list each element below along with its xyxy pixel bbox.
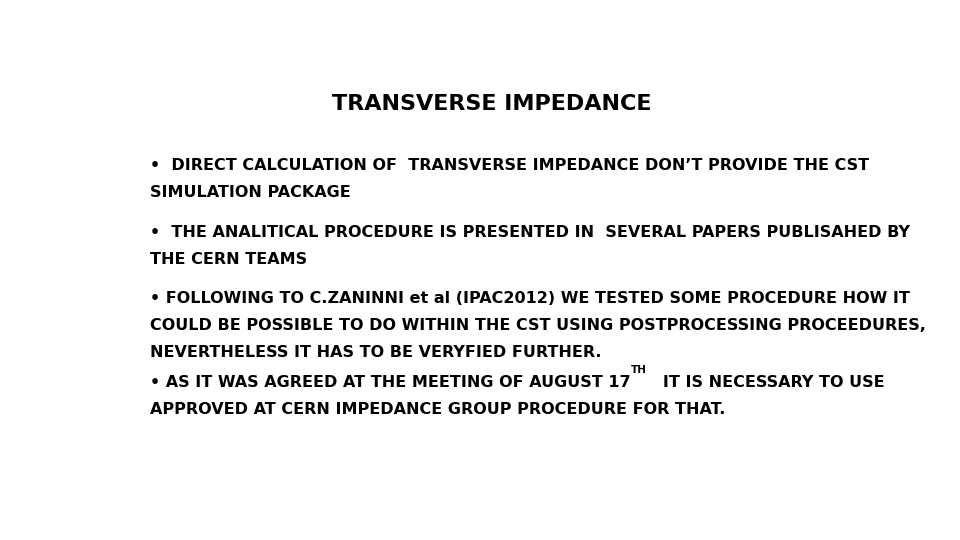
Text: •  DIRECT CALCULATION OF  TRANSVERSE IMPEDANCE DON’T PROVIDE THE CST: • DIRECT CALCULATION OF TRANSVERSE IMPED… [150,158,869,173]
Text: •  THE ANALITICAL PROCEDURE IS PRESENTED IN  SEVERAL PAPERS PUBLISAHED BY: • THE ANALITICAL PROCEDURE IS PRESENTED … [150,225,910,240]
Text: • AS IT WAS AGREED AT THE MEETING OF AUGUST 17: • AS IT WAS AGREED AT THE MEETING OF AUG… [150,375,631,389]
Text: TH: TH [631,364,646,375]
Text: TRANSVERSE IMPEDANCE: TRANSVERSE IMPEDANCE [332,94,652,114]
Text: COULD BE POSSIBLE TO DO WITHIN THE CST USING POSTPROCESSING PROCEEDURES,: COULD BE POSSIBLE TO DO WITHIN THE CST U… [150,319,925,333]
Text: SIMULATION PACKAGE: SIMULATION PACKAGE [150,185,350,200]
Text: THE CERN TEAMS: THE CERN TEAMS [150,252,307,267]
Text: NEVERTHELESS IT HAS TO BE VERYFIED FURTHER.: NEVERTHELESS IT HAS TO BE VERYFIED FURTH… [150,346,601,361]
Text: APPROVED AT CERN IMPEDANCE GROUP PROCEDURE FOR THAT.: APPROVED AT CERN IMPEDANCE GROUP PROCEDU… [150,402,725,416]
Text: IT IS NECESSARY TO USE: IT IS NECESSARY TO USE [646,375,885,389]
Text: • FOLLOWING TO C.ZANINNI et al (IPAC2012) WE TESTED SOME PROCEDURE HOW IT: • FOLLOWING TO C.ZANINNI et al (IPAC2012… [150,292,910,306]
